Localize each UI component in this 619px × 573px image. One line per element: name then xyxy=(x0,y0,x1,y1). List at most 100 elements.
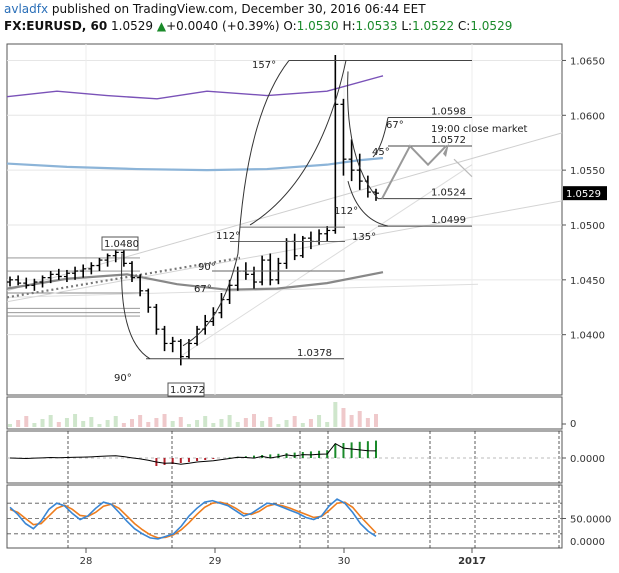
ma-long-line xyxy=(6,75,384,100)
price-tick-label: 1.0550 xyxy=(570,166,605,177)
volume-bar xyxy=(243,418,248,427)
volume-bar xyxy=(81,421,86,427)
volume-frame xyxy=(6,396,563,430)
swing-high-label-box xyxy=(101,236,139,251)
annotation-level-label: 1.0572 xyxy=(431,135,466,146)
fan-arc xyxy=(182,253,239,347)
stochastic-d-line xyxy=(9,501,377,539)
volume-bar xyxy=(203,416,208,427)
note-label: 19:00 close market xyxy=(431,124,528,135)
volume-bar xyxy=(300,423,305,427)
volume-bar xyxy=(284,420,289,427)
volume-bar xyxy=(32,423,37,427)
last-price-label: 1.0529 xyxy=(566,189,601,200)
annotation-level-label: 1.0499 xyxy=(431,215,466,226)
high-label: H: xyxy=(342,19,356,33)
volume-panel[interactable] xyxy=(8,402,378,427)
volume-bar xyxy=(178,417,183,427)
volume-bar xyxy=(64,418,69,427)
volume-bar xyxy=(170,421,175,427)
volume-bar xyxy=(56,422,61,427)
close-label: C: xyxy=(457,19,471,33)
channel-line xyxy=(6,132,563,292)
volume-bar xyxy=(16,420,21,427)
volume-bar xyxy=(276,424,281,427)
date-tick-label: 30 xyxy=(338,556,351,567)
oscillator-panel[interactable] xyxy=(7,440,562,466)
date-tick-label: 29 xyxy=(209,556,222,567)
price-tick-label: 1.0450 xyxy=(570,276,605,287)
price-tick-label: 1.0400 xyxy=(570,331,605,342)
price-panel[interactable]: 1.0598 1.0572 1.0524 1.0499 1.0378 157° 112° 90… xyxy=(6,54,563,397)
volume-bar xyxy=(195,420,200,427)
annotation-level-label: 1.0598 xyxy=(431,106,466,117)
volume-bar xyxy=(317,415,322,427)
author-link[interactable]: avladfx xyxy=(4,2,49,16)
annotation-level-label: 1.0378 xyxy=(297,348,332,359)
price-tick-label: 1.0600 xyxy=(570,111,605,122)
volume-bar xyxy=(292,416,297,427)
volume-bar xyxy=(308,419,313,427)
volume-bar xyxy=(268,417,273,427)
fan-arc xyxy=(237,60,290,254)
volume-bar xyxy=(365,418,370,427)
fan-arc xyxy=(121,253,151,360)
publish-info: published on TradingView.com, December 3… xyxy=(51,2,426,16)
stochastic-panel[interactable] xyxy=(7,498,562,540)
channel-line xyxy=(179,164,473,358)
volume-bar xyxy=(121,423,126,427)
channel-line xyxy=(6,200,563,303)
volume-bar xyxy=(113,416,118,427)
volume-bar xyxy=(146,422,151,427)
stochastic-k-line xyxy=(9,498,377,540)
volume-bar xyxy=(97,424,102,427)
angle-label: 112° xyxy=(216,231,240,242)
volume-bar xyxy=(325,422,330,427)
open-value: 1.0530 xyxy=(296,19,339,33)
axes: 1.0650 1.0600 1.0550 1.0500 1.0450 1.0400 28 29… xyxy=(80,56,612,567)
volume-bar xyxy=(357,411,362,427)
dotted-trendline xyxy=(6,256,241,299)
volume-bar xyxy=(89,417,94,427)
volume-bar xyxy=(211,423,216,427)
volume-bar xyxy=(260,421,265,427)
angle-label: 157° xyxy=(252,60,276,71)
stochastic-tick-label: 0.0000 xyxy=(570,537,605,548)
volume-bar xyxy=(24,416,29,427)
volume-bar xyxy=(105,420,110,427)
swing-low-label-box xyxy=(167,382,205,397)
volume-bar xyxy=(227,415,232,427)
volume-tick-label: 0 xyxy=(570,419,576,430)
grid xyxy=(7,44,562,548)
fan-arc xyxy=(347,180,389,227)
last-price: 1.0529 xyxy=(111,19,154,33)
stochastic-tick-label: 50.0000 xyxy=(570,515,611,526)
fan-arc xyxy=(249,60,347,226)
volume-bar xyxy=(186,424,191,427)
date-tick-label: 2017 xyxy=(458,556,486,567)
ohlc-line: FX:EURUSD, 60 1.0529 ▲+0.0040 (+0.39%) O… xyxy=(4,19,512,33)
low-value: 1.0522 xyxy=(412,19,455,33)
date-tick-label: 28 xyxy=(80,556,93,567)
volume-bar xyxy=(48,415,53,427)
price-change: +0.0040 (+0.39%) xyxy=(166,19,280,33)
volume-bar xyxy=(154,418,159,427)
angle-label: 45° xyxy=(372,147,390,158)
oscillator-frame xyxy=(6,430,563,484)
volume-bar xyxy=(349,415,354,427)
volume-bar xyxy=(40,419,45,427)
symbol-label: FX:EURUSD, 60 xyxy=(4,19,108,33)
volume-bar xyxy=(333,402,338,427)
volume-bar xyxy=(252,414,256,427)
high-value: 1.0533 xyxy=(355,19,398,33)
volume-bar xyxy=(341,408,346,427)
annotation-level-label: 1.0524 xyxy=(431,188,466,199)
volume-bar xyxy=(130,419,134,427)
angle-label: 90° xyxy=(198,262,216,273)
angle-label: 112° xyxy=(334,206,358,217)
fan-arc xyxy=(372,117,389,158)
ma-mid-line xyxy=(6,156,384,172)
projection-path xyxy=(453,158,473,178)
stochastic-frame xyxy=(6,484,563,549)
